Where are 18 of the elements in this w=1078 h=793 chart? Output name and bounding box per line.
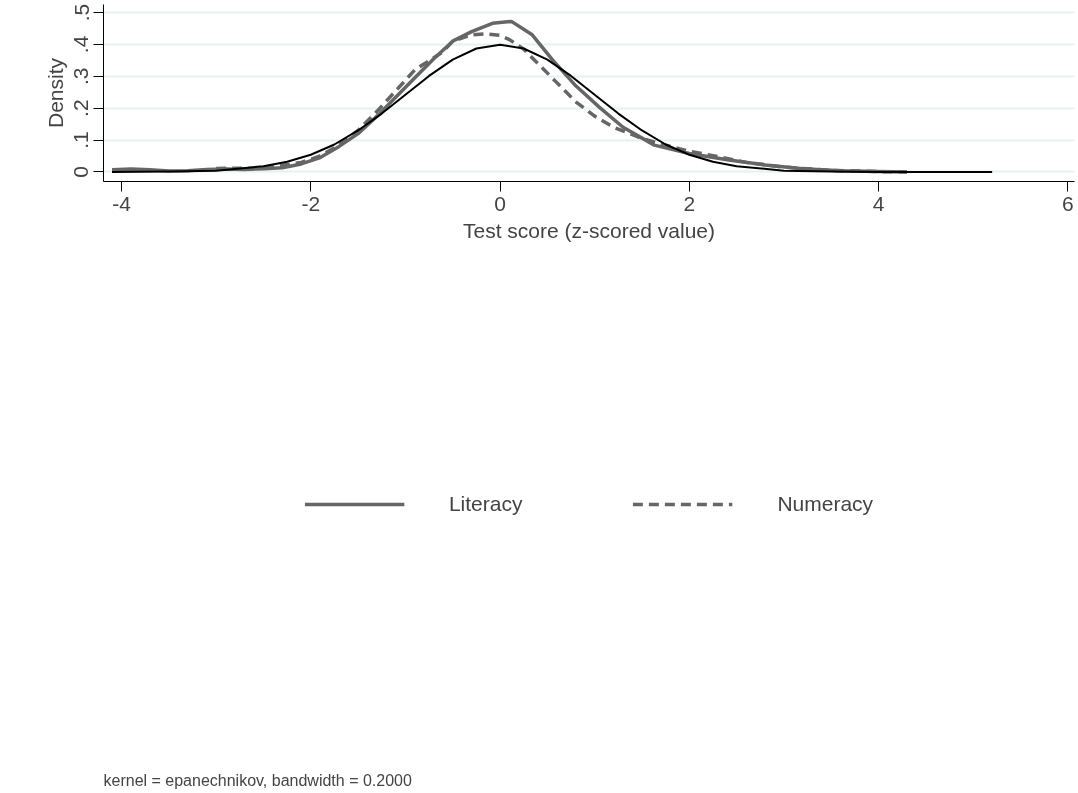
y-tick-label: .5 [69,3,93,22]
x-tick-label: 0 [494,191,506,215]
y-tick-label: .3 [69,67,93,86]
x-tick-label: -2 [301,191,321,215]
legend-label: Literacy [448,491,523,516]
text: kernel = epanechnikov, bandwidth = 0.2000 [103,771,412,789]
y-axis-title: Density [43,57,67,129]
y-tick-label: .1 [69,131,93,149]
line-series [111,43,994,173]
y-tick-label: 0 [69,166,93,178]
y-tick-label: .4 [69,35,93,54]
x-tick-label: 6 [1062,191,1074,215]
y-tick-label: .2 [69,99,93,117]
legend-label: Numeracy [777,491,874,516]
x-axis-title: Test score (z-scored value) [462,218,716,242]
x-tick-label: 4 [872,191,885,215]
x-tick-label: -4 [112,191,132,215]
x-tick-label: 2 [683,191,696,215]
